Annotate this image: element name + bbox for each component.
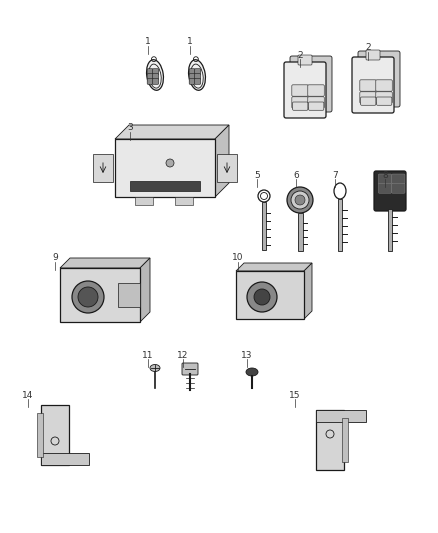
Polygon shape: [236, 263, 312, 271]
Ellipse shape: [287, 187, 313, 213]
Text: 1: 1: [145, 37, 151, 46]
Bar: [342, 418, 348, 462]
FancyBboxPatch shape: [360, 97, 376, 105]
Text: 14: 14: [22, 391, 34, 400]
Ellipse shape: [150, 365, 160, 372]
Text: 10: 10: [232, 254, 244, 262]
Ellipse shape: [72, 281, 104, 313]
FancyBboxPatch shape: [298, 55, 312, 65]
FancyBboxPatch shape: [374, 171, 406, 211]
Text: 2: 2: [365, 44, 371, 52]
Text: 8: 8: [382, 171, 388, 180]
Bar: [262, 202, 266, 250]
FancyBboxPatch shape: [376, 92, 392, 103]
FancyBboxPatch shape: [147, 69, 153, 75]
Bar: [338, 199, 342, 251]
Ellipse shape: [166, 159, 174, 167]
Text: 5: 5: [254, 171, 260, 180]
FancyBboxPatch shape: [293, 102, 308, 110]
Polygon shape: [60, 258, 150, 268]
Bar: [115, 139, 215, 197]
Ellipse shape: [254, 289, 270, 305]
FancyBboxPatch shape: [292, 97, 308, 108]
Ellipse shape: [295, 195, 305, 205]
Text: 12: 12: [177, 351, 189, 359]
Ellipse shape: [78, 287, 98, 307]
FancyBboxPatch shape: [284, 62, 326, 118]
Ellipse shape: [246, 368, 258, 376]
Polygon shape: [215, 125, 229, 197]
Polygon shape: [140, 258, 150, 322]
Bar: [388, 209, 392, 251]
Bar: [41, 453, 89, 465]
Text: 9: 9: [52, 254, 58, 262]
Bar: [217, 154, 237, 182]
Bar: [135, 197, 153, 205]
FancyBboxPatch shape: [392, 174, 405, 184]
FancyBboxPatch shape: [308, 102, 324, 110]
FancyBboxPatch shape: [376, 80, 392, 91]
Text: 3: 3: [127, 124, 133, 133]
Ellipse shape: [147, 60, 163, 90]
Ellipse shape: [291, 191, 309, 209]
FancyBboxPatch shape: [194, 69, 201, 75]
FancyBboxPatch shape: [292, 85, 308, 96]
FancyBboxPatch shape: [358, 51, 400, 107]
Text: 1: 1: [187, 37, 193, 46]
FancyBboxPatch shape: [189, 78, 195, 84]
Text: 2: 2: [297, 51, 303, 60]
FancyBboxPatch shape: [360, 80, 376, 91]
Bar: [130, 181, 200, 191]
FancyBboxPatch shape: [194, 78, 201, 84]
Polygon shape: [304, 263, 312, 319]
Ellipse shape: [247, 282, 277, 312]
FancyBboxPatch shape: [194, 74, 201, 79]
Bar: [41, 405, 69, 465]
Bar: [316, 410, 366, 422]
Bar: [118, 283, 140, 307]
FancyBboxPatch shape: [290, 56, 332, 112]
FancyBboxPatch shape: [378, 174, 392, 184]
Bar: [236, 271, 304, 319]
Polygon shape: [115, 125, 229, 139]
FancyBboxPatch shape: [153, 69, 159, 75]
Bar: [175, 197, 193, 205]
FancyBboxPatch shape: [189, 69, 195, 75]
Text: 13: 13: [241, 351, 253, 359]
FancyBboxPatch shape: [308, 97, 324, 108]
Bar: [60, 268, 140, 322]
FancyBboxPatch shape: [147, 74, 153, 79]
Bar: [93, 154, 113, 182]
FancyBboxPatch shape: [377, 97, 392, 105]
FancyBboxPatch shape: [153, 78, 159, 84]
Bar: [316, 410, 344, 470]
FancyBboxPatch shape: [308, 85, 324, 96]
FancyBboxPatch shape: [352, 57, 394, 113]
FancyBboxPatch shape: [378, 183, 392, 193]
Text: 11: 11: [142, 351, 154, 359]
FancyBboxPatch shape: [182, 363, 198, 375]
Bar: [37, 413, 43, 457]
Text: 6: 6: [293, 171, 299, 180]
FancyBboxPatch shape: [153, 74, 159, 79]
Text: 7: 7: [332, 171, 338, 180]
FancyBboxPatch shape: [360, 92, 376, 103]
FancyBboxPatch shape: [147, 78, 153, 84]
FancyBboxPatch shape: [366, 50, 380, 60]
Ellipse shape: [188, 60, 205, 90]
Text: 15: 15: [289, 391, 301, 400]
FancyBboxPatch shape: [392, 183, 405, 193]
FancyBboxPatch shape: [189, 74, 195, 79]
Bar: [297, 213, 303, 251]
